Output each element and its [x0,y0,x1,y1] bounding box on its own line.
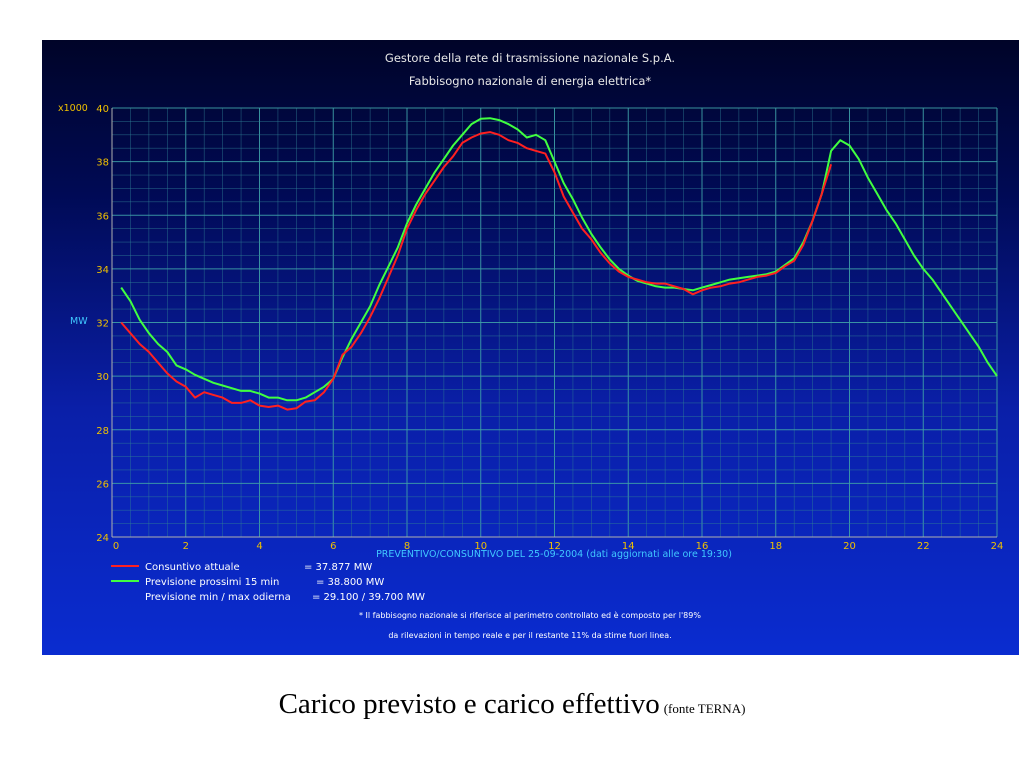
x-tick-label: 2 [183,541,189,552]
caption-source: (fonte TERNA) [663,701,746,716]
y-tick-label: 28 [96,426,109,437]
legend-label-consuntivo: Consuntivo attuale [145,562,240,573]
x-tick-label: 4 [256,541,262,552]
x-tick-label: 20 [843,541,856,552]
figure-caption: Carico previsto e carico effettivo (font… [0,688,1024,721]
chart-grid [111,107,998,538]
y-tick-label: 34 [96,265,109,276]
x-tick-label: 8 [404,541,410,552]
legend-label-previsione: Previsione prossimi 15 min [145,577,279,588]
footnote-line-2: da rilevazioni in tempo reale e per il r… [388,631,671,640]
y-tick-label: 40 [96,104,109,115]
y-tick-label: 24 [96,533,109,544]
y-axis-label: MW [70,316,88,327]
chart-series [120,117,998,411]
y-tick-label: 26 [96,479,109,490]
legend-value-previsione: = 38.800 MW [316,577,384,588]
legend-label-min-max: Previsione min / max odierna [145,592,291,603]
x-tick-label: 12 [548,541,561,552]
legend-value-min-max: = 29.100 / 39.700 MW [312,592,425,603]
x-tick-label: 6 [330,541,336,552]
x-tick-label: 10 [474,541,487,552]
legend-value-consuntivo: = 37.877 MW [304,562,372,573]
y-tick-label: 30 [96,372,109,383]
footnote-line-1: * Il fabbisogno nazionale si riferisce a… [359,610,701,620]
x-tick-label: 22 [917,541,930,552]
chart-panel: Gestore della rete di trasmissione nazio… [42,40,1019,655]
x-tick-label: 24 [991,541,1004,552]
x-tick-label: 0 [113,541,119,552]
series-line-previsione [120,117,998,402]
chart-title: Gestore della rete di trasmissione nazio… [385,51,675,65]
x-tick-label: 18 [769,541,782,552]
load-chart: Gestore della rete di trasmissione nazio… [58,51,1003,640]
y-multiplier-label: x1000 [58,103,88,114]
x-axis-caption: PREVENTIVO/CONSUNTIVO DEL 25-09-2004 (da… [376,549,732,560]
x-tick-label: 16 [696,541,709,552]
chart-subtitle: Fabbisogno nazionale di energia elettric… [409,74,652,88]
x-tick-label: 14 [622,541,635,552]
y-tick-label: 36 [96,211,109,222]
y-tick-label: 38 [96,158,109,169]
series-line-consuntivo [120,131,833,411]
caption-main: Carico previsto e carico effettivo [278,688,660,720]
y-tick-label: 32 [96,319,109,330]
